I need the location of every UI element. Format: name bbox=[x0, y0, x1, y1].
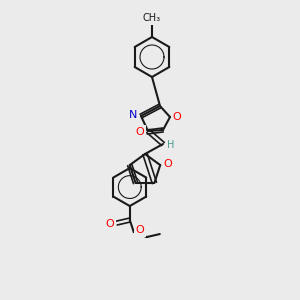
Text: O: O bbox=[164, 159, 172, 169]
Text: O: O bbox=[135, 225, 144, 235]
Text: N: N bbox=[129, 110, 137, 120]
Text: H: H bbox=[167, 140, 175, 150]
Text: CH₃: CH₃ bbox=[143, 13, 161, 23]
Text: O: O bbox=[172, 112, 182, 122]
Text: O: O bbox=[136, 127, 144, 137]
Text: O: O bbox=[105, 219, 114, 229]
